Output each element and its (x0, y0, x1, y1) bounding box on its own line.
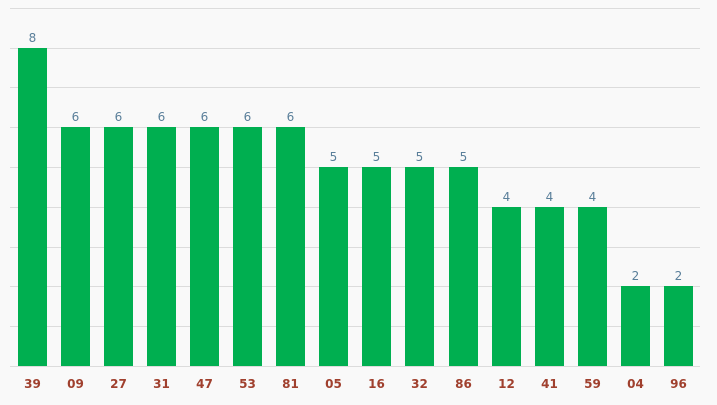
x-tick-label-41: 41 (541, 377, 558, 391)
bar-41 (535, 207, 564, 366)
x-tick-label-12: 12 (498, 377, 515, 391)
bar-27 (104, 127, 133, 366)
value-label-59: 4 (589, 190, 597, 204)
bar-32 (405, 167, 434, 366)
x-tick-label-31: 31 (153, 377, 170, 391)
bar-96 (664, 286, 693, 366)
bar-12 (492, 207, 521, 366)
x-tick-label-53: 53 (239, 377, 256, 391)
value-label-12: 4 (503, 190, 511, 204)
x-tick-label-59: 59 (584, 377, 601, 391)
bar-81 (276, 127, 305, 366)
bar-86 (449, 167, 478, 366)
x-tick-labels: 39 09 27 31 47 53 81 05 16 32 86 12 41 59 04 96 (24, 377, 687, 391)
value-label-32: 5 (416, 150, 424, 164)
bar-39 (18, 48, 47, 366)
bar-59 (578, 207, 607, 366)
value-label-04: 2 (632, 269, 640, 283)
value-label-31: 6 (158, 110, 166, 124)
bars (18, 48, 693, 366)
value-label-47: 6 (201, 110, 209, 124)
value-label-05: 5 (330, 150, 338, 164)
x-tick-label-09: 09 (67, 377, 84, 391)
value-label-09: 6 (72, 110, 80, 124)
x-tick-label-81: 81 (282, 377, 299, 391)
x-tick-label-39: 39 (24, 377, 41, 391)
value-label-86: 5 (460, 150, 468, 164)
bar-05 (319, 167, 348, 366)
bar-09 (61, 127, 90, 366)
x-tick-label-47: 47 (196, 377, 213, 391)
x-tick-label-16: 16 (368, 377, 385, 391)
value-label-39: 8 (29, 31, 37, 45)
bar-31 (147, 127, 176, 366)
bar-53 (233, 127, 262, 366)
value-label-53: 6 (244, 110, 252, 124)
value-label-27: 6 (115, 110, 123, 124)
x-tick-label-27: 27 (110, 377, 127, 391)
value-label-41: 4 (546, 190, 554, 204)
x-tick-label-05: 05 (325, 377, 342, 391)
value-labels: 8 6 6 6 6 6 6 5 5 5 5 4 4 4 2 2 (29, 31, 683, 283)
x-tick-label-96: 96 (670, 377, 687, 391)
value-label-96: 2 (675, 269, 683, 283)
bar-16 (362, 167, 391, 366)
x-tick-label-86: 86 (455, 377, 472, 391)
value-label-16: 5 (373, 150, 381, 164)
bar-04 (621, 286, 650, 366)
x-tick-label-04: 04 (627, 377, 644, 391)
bar-47 (190, 127, 219, 366)
x-tick-label-32: 32 (411, 377, 428, 391)
value-label-81: 6 (287, 110, 295, 124)
